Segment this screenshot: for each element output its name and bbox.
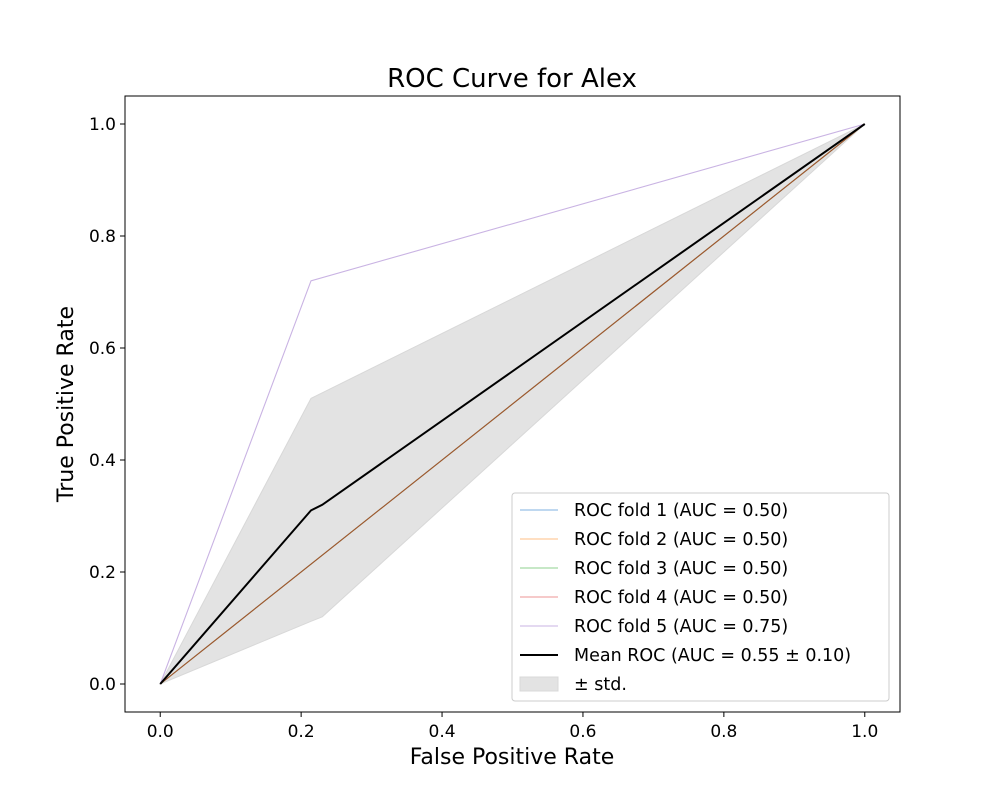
legend-box — [511, 492, 890, 702]
legend-entry: Mean ROC (AUC = 0.55 ± 0.10) — [574, 646, 851, 666]
chart-title: ROC Curve for Alex — [387, 64, 637, 94]
y-tick-label: 0.4 — [89, 451, 116, 471]
legend-entry: ROC fold 2 (AUC = 0.50) — [574, 530, 788, 550]
y-tick-label: 0.2 — [89, 563, 116, 583]
y-tick-label: 0.0 — [89, 675, 116, 695]
mean-roc-line — [159, 123, 866, 685]
legend-entry: ± std. — [574, 675, 627, 695]
x-tick-label: 0.4 — [429, 722, 456, 742]
x-tick-label: 0.2 — [288, 722, 315, 742]
y-tick-label: 1.0 — [89, 115, 116, 135]
roc-fold-4-line — [159, 123, 866, 685]
legend-swatch — [519, 676, 559, 692]
y-tick-label: 0.8 — [89, 227, 116, 247]
x-tick-label: 0.6 — [569, 722, 596, 742]
x-tick-label: 1.0 — [851, 722, 878, 742]
legend-entry: ROC fold 3 (AUC = 0.50) — [574, 559, 788, 579]
roc-fold-5-line — [159, 123, 865, 685]
x-axis-label: False Positive Rate — [410, 745, 614, 770]
y-tick-label: 0.6 — [89, 339, 116, 359]
legend-entry: ROC fold 1 (AUC = 0.50) — [574, 501, 788, 521]
legend-entry: ROC fold 5 (AUC = 0.75) — [574, 617, 788, 637]
legend: ROC fold 1 (AUC = 0.50) ROC fold 2 (AUC =… — [511, 492, 890, 702]
plot-frame — [124, 95, 901, 713]
x-tick-label: 0.8 — [710, 722, 737, 742]
legend-entry: ROC fold 4 (AUC = 0.50) — [574, 588, 788, 608]
x-tick-label: 0.0 — [147, 722, 174, 742]
y-axis-label: True Positive Rate — [54, 306, 79, 503]
